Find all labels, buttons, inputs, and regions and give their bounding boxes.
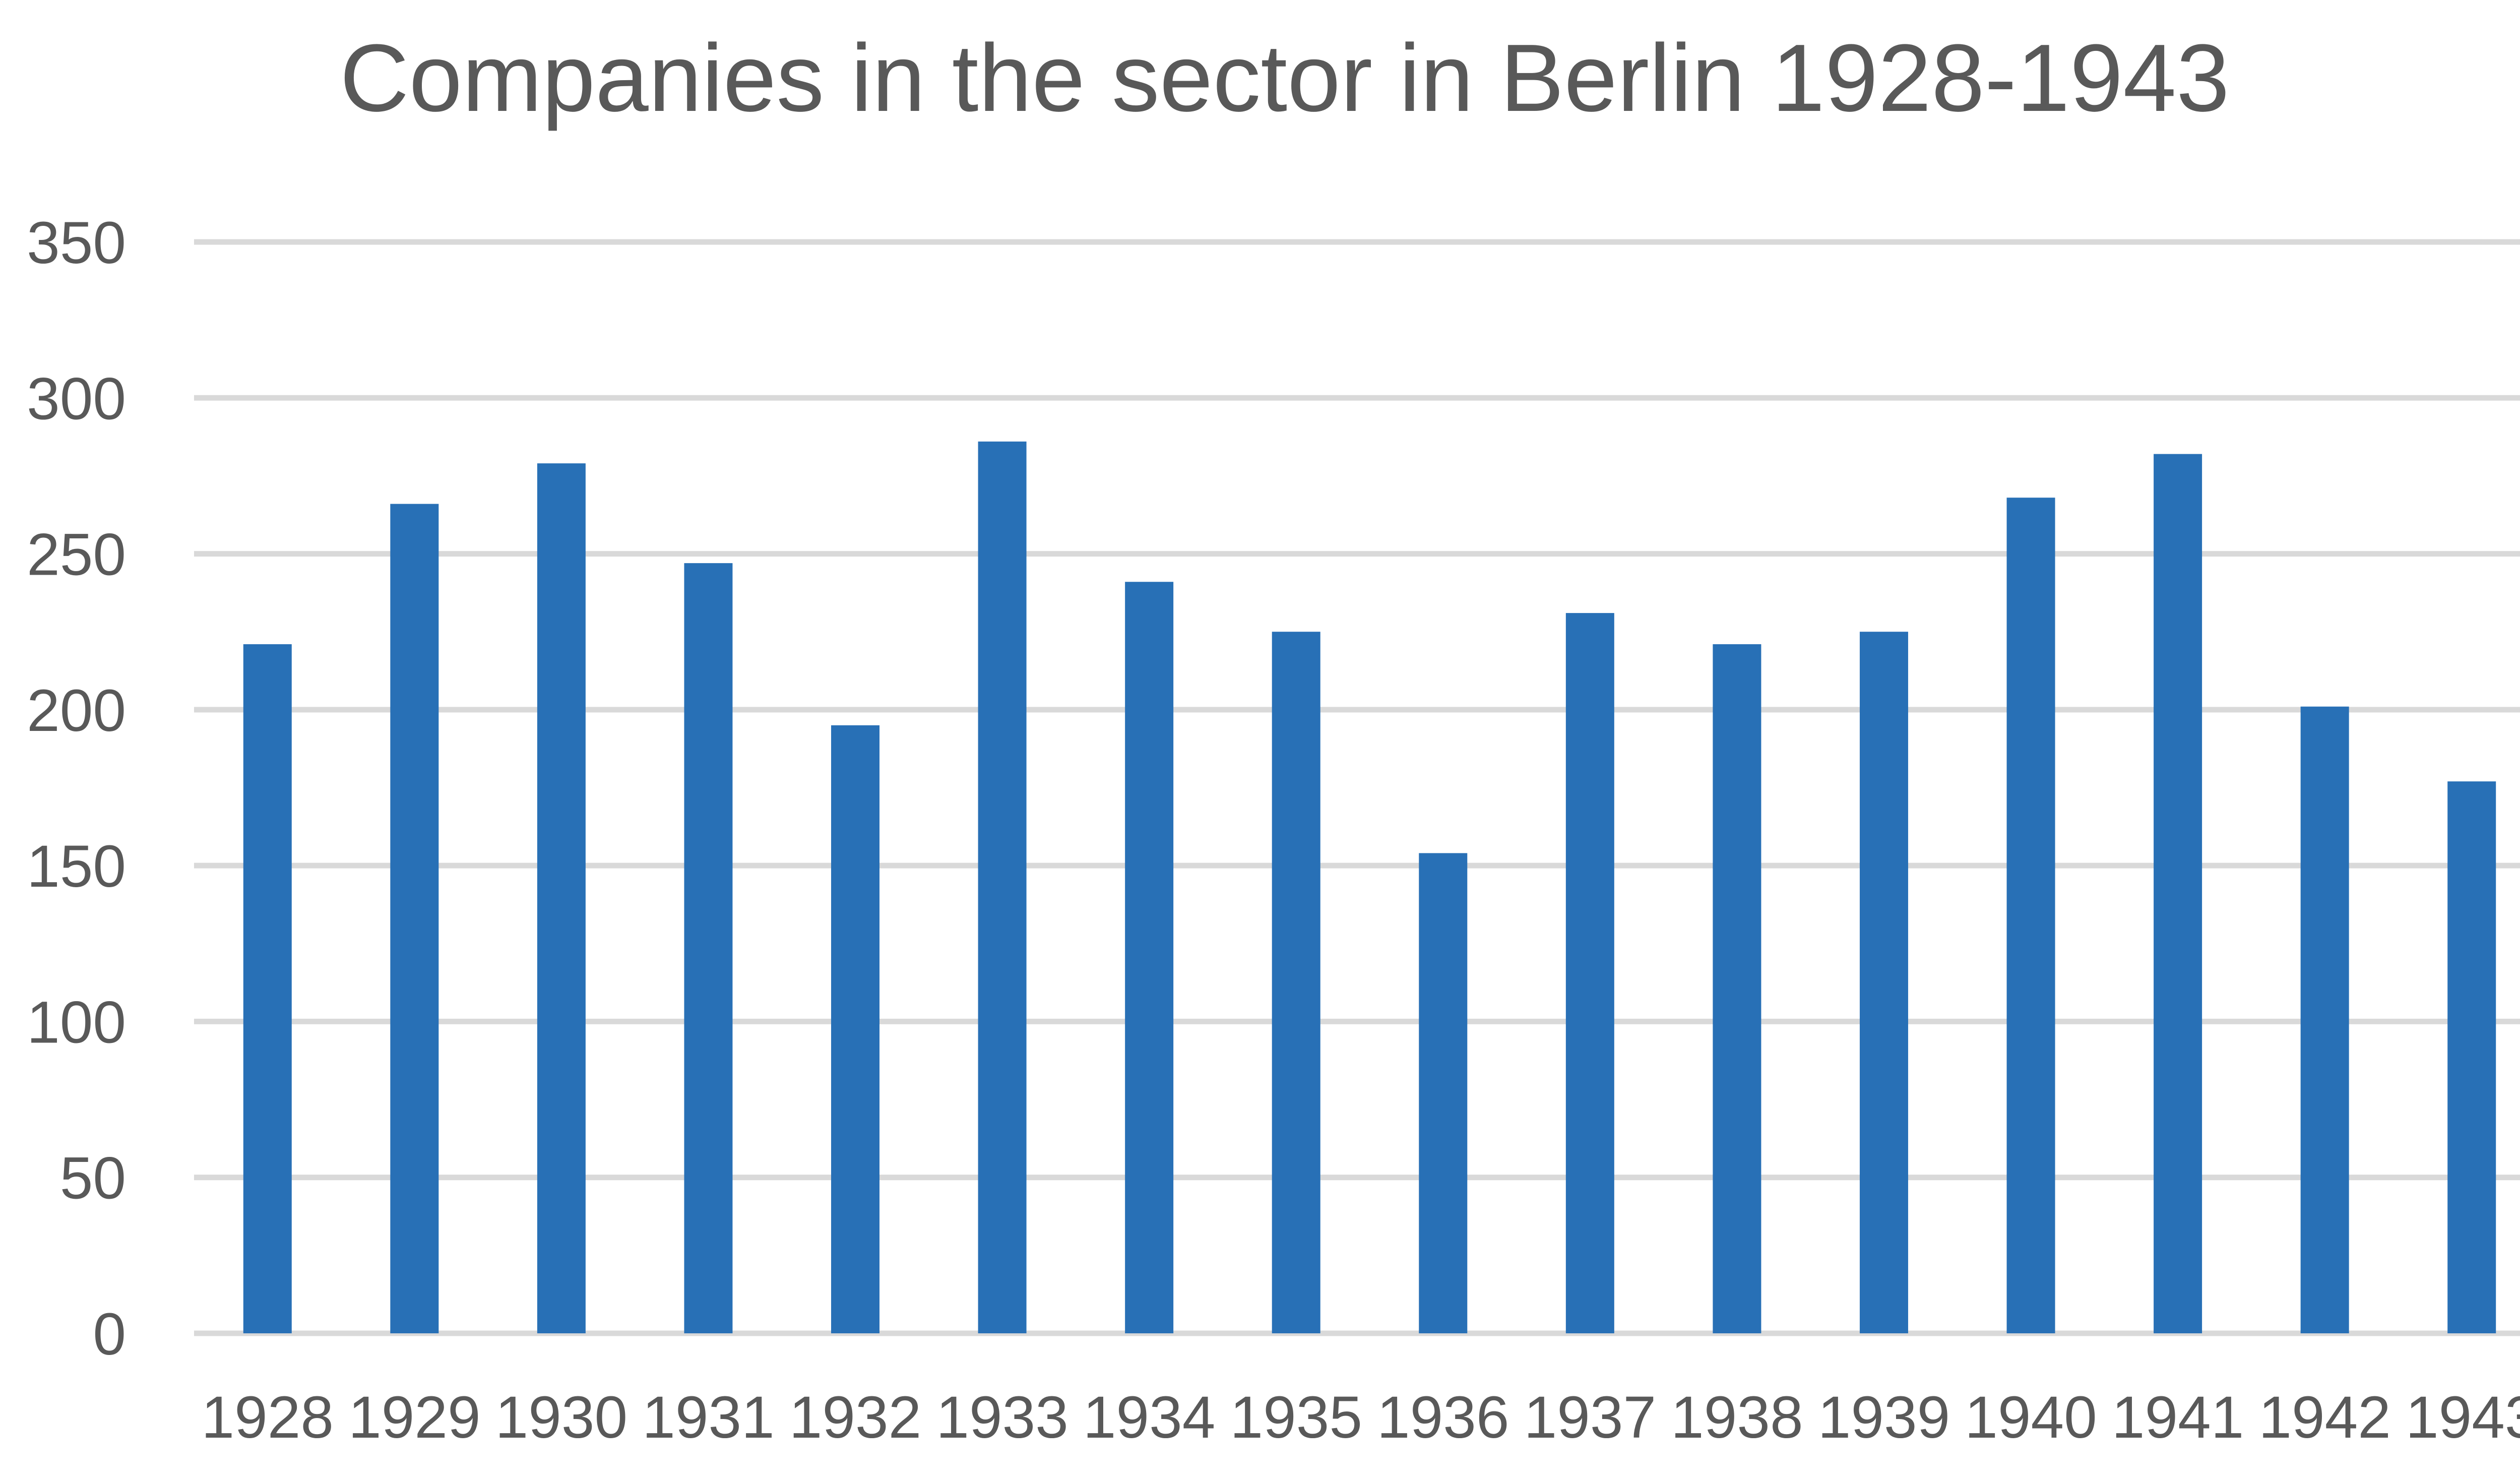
bar-1941 bbox=[2154, 454, 2202, 1333]
x-tick-label: 1937 bbox=[1524, 1384, 1657, 1451]
x-tick-label: 1936 bbox=[1377, 1384, 1509, 1451]
bars bbox=[243, 441, 2496, 1334]
y-axis-ticks: 0 50 100 150 200 250 300 350 bbox=[27, 210, 126, 1368]
y-tick-label: 100 bbox=[27, 989, 126, 1056]
gridlines bbox=[194, 239, 2520, 1336]
x-tick-label: 1935 bbox=[1230, 1384, 1362, 1451]
x-tick-label: 1932 bbox=[789, 1384, 922, 1451]
x-tick-label: 1943 bbox=[2406, 1384, 2520, 1451]
y-tick-label: 250 bbox=[27, 522, 126, 588]
y-tick-label: 350 bbox=[27, 210, 126, 276]
bar-1935 bbox=[1272, 632, 1320, 1333]
x-tick-label: 1939 bbox=[1818, 1384, 1950, 1451]
x-tick-label: 1930 bbox=[495, 1384, 628, 1451]
y-tick-label: 0 bbox=[93, 1301, 126, 1368]
x-tick-label: 1938 bbox=[1671, 1384, 1803, 1451]
bar-1934 bbox=[1125, 582, 1174, 1333]
bar-1936 bbox=[1419, 853, 1468, 1333]
bar-1942 bbox=[2300, 706, 2349, 1333]
x-axis-ticks: 1928 1929 1930 1931 1932 1933 1934 1935 1936 1937… bbox=[202, 1384, 2520, 1451]
bar-1931 bbox=[684, 563, 733, 1333]
x-tick-label: 1934 bbox=[1083, 1384, 1216, 1451]
bar-1930 bbox=[537, 463, 586, 1333]
x-tick-label: 1940 bbox=[1965, 1384, 2097, 1451]
bar-1928 bbox=[243, 644, 292, 1333]
bar-1932 bbox=[831, 725, 880, 1333]
x-tick-label: 1941 bbox=[2112, 1384, 2244, 1451]
bar-1943 bbox=[2447, 781, 2496, 1333]
x-tick-label: 1931 bbox=[642, 1384, 775, 1451]
x-tick-label: 1929 bbox=[348, 1384, 481, 1451]
x-tick-label: 1928 bbox=[202, 1384, 334, 1451]
chart-title: Companies in the sector in Berlin 1928-1… bbox=[340, 25, 2230, 132]
y-tick-label: 200 bbox=[27, 677, 126, 744]
y-tick-label: 300 bbox=[27, 365, 126, 432]
bar-1938 bbox=[1713, 644, 1761, 1333]
bar-1937 bbox=[1565, 613, 1614, 1333]
x-tick-label: 1933 bbox=[936, 1384, 1068, 1451]
bar-1933 bbox=[978, 441, 1027, 1333]
bar-1940 bbox=[2006, 498, 2055, 1334]
y-tick-label: 150 bbox=[27, 833, 126, 900]
y-tick-label: 50 bbox=[60, 1145, 126, 1212]
bar-1929 bbox=[390, 504, 439, 1333]
bar-1939 bbox=[1859, 632, 1908, 1333]
x-tick-label: 1942 bbox=[2258, 1384, 2391, 1451]
